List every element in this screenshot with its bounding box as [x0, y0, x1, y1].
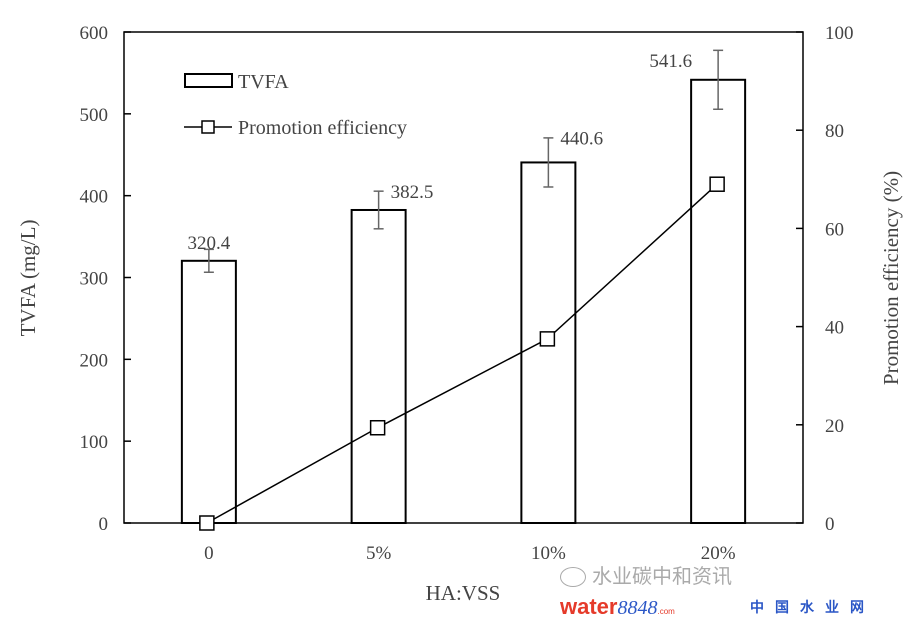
efficiency-point — [539, 331, 556, 347]
y-tick-label: 600 — [80, 23, 109, 44]
legend: TVFA Promotion efficiency — [184, 71, 407, 139]
bar — [350, 208, 407, 525]
x-tick-label: 0 — [204, 543, 214, 564]
y-axis-label: TVFA (mg/L) — [16, 220, 40, 337]
y-tick-label: 400 — [80, 187, 109, 208]
data-label: 382.5 — [391, 182, 434, 203]
y2-tick-label: 100 — [825, 23, 854, 44]
logo-num: 8848 — [617, 597, 658, 619]
bar — [180, 259, 237, 524]
data-label: 440.6 — [560, 128, 603, 149]
watermark-logo: water8848.com — [560, 594, 675, 625]
data-label: 320.4 — [188, 233, 231, 254]
logo-text: water — [560, 594, 618, 619]
efficiency-point — [709, 176, 725, 192]
y2-tick-label: 80 — [825, 121, 844, 142]
x-tick-label: 10% — [531, 543, 566, 564]
y-tick-label: 0 — [99, 514, 109, 535]
legend-bar-label: TVFA — [238, 71, 289, 93]
y2-axis-label: Promotion efficiency (%) — [879, 171, 903, 385]
efficiency-line — [206, 183, 718, 524]
watermark: 水业碳中和资讯 water8848.com 中国水业网 — [560, 564, 912, 623]
y2-tick-label: 0 — [825, 514, 835, 535]
watermark-account: 水业碳中和资讯 — [592, 564, 732, 588]
y-tick-label: 100 — [80, 432, 109, 453]
watermark-site: 中国水业网 — [750, 600, 875, 616]
wechat-icon — [560, 567, 586, 587]
y-tick-label: 300 — [80, 269, 109, 290]
logo-com: .com — [657, 607, 675, 616]
y2-tick-label: 40 — [825, 318, 844, 339]
y2-tick-label: 20 — [825, 416, 844, 437]
x-tick-label: 5% — [366, 543, 392, 564]
y-tick-label: 200 — [80, 350, 109, 371]
data-label: 541.6 — [649, 51, 692, 72]
bar — [690, 78, 747, 524]
legend-marker — [201, 120, 215, 134]
efficiency-point — [199, 515, 215, 531]
legend-bar-swatch — [184, 73, 233, 88]
efficiency-point — [369, 419, 386, 436]
y2-tick-label: 60 — [825, 219, 844, 240]
legend-line-label: Promotion efficiency — [238, 117, 407, 139]
x-tick-label: 20% — [701, 543, 736, 564]
y-tick-label: 500 — [80, 105, 109, 126]
x-axis-label: HA:VSS — [426, 581, 501, 605]
